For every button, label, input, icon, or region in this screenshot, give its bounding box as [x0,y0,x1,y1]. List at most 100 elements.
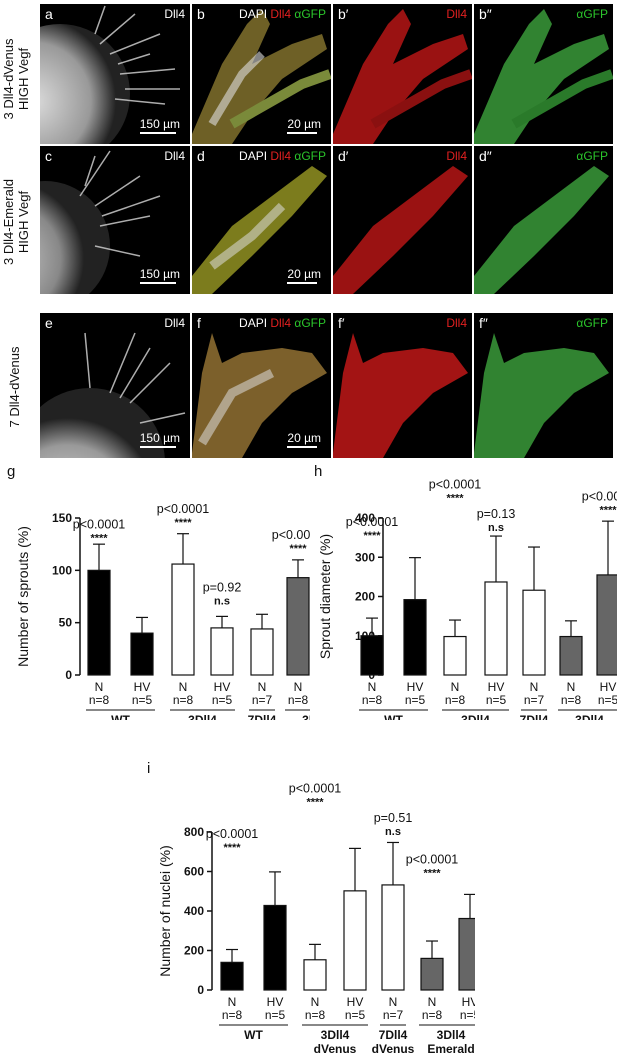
bar-condition-label: HV [347,995,364,1009]
dll4-image [333,9,472,144]
panel-f-dprime: f″ αGFP [474,313,613,458]
merge-image [192,9,331,144]
p-value-label: p=0.92 [203,580,242,594]
p-value-label: p<0.0001 [582,489,617,503]
chart-letter-i: i [147,760,151,777]
bar [343,890,367,991]
scale-label: 20 µm [287,267,321,281]
gfp-label: αGFP [291,149,326,163]
bar-condition-label: N [530,680,539,694]
group-label: WT [111,713,130,720]
significance-label: **** [306,797,324,809]
group-label: 7Dll4 [248,713,277,720]
bar [130,632,154,676]
bar-n-label: n=5 [212,693,233,707]
scale-bar: 150 µm [139,431,180,448]
y-tick-label: 50 [59,616,73,630]
bar [559,635,583,676]
bar-n-label: n=8 [445,693,466,707]
bar-n-label: n=5 [405,693,426,707]
y-axis-label: Number of nuclei (%) [157,845,173,977]
group-label: 3Dll4 [461,713,490,720]
row-label-2-line1: 3 Dll4-Emerald [1,179,16,265]
panel-letter: f′ [338,315,345,331]
panel-letter: a [45,6,53,22]
group-label: dVenus [372,1042,415,1056]
bar [458,917,475,991]
panel-letter: e [45,315,53,331]
bar [403,599,427,676]
chart-letter-h: h [314,463,323,480]
bar [522,589,546,676]
bar [263,904,287,991]
bar [210,627,234,676]
bar-condition-label: HV [134,680,151,694]
bar [596,574,617,676]
significance-label: **** [289,543,307,555]
group-label: 7Dll4 [379,1028,408,1042]
panel-letter: d″ [479,148,492,164]
bar-n-label: n=8 [222,1008,243,1022]
bar-n-label: n=8 [422,1008,443,1022]
bar-condition-label: HV [462,995,475,1009]
group-label: 3Dll4 [575,713,604,720]
significance-label: n.s [488,522,504,534]
p-value-label: p<0.0001 [73,517,126,531]
bar-condition-label: N [428,995,437,1009]
y-tick-label: 600 [184,865,204,879]
gfp-label: αGFP [291,7,326,21]
group-label: Emerald [427,1042,474,1056]
panel-d-dprime: d″ αGFP [474,146,613,294]
panel-title: Dll4 [164,316,185,330]
dll4-image [333,333,468,458]
row-label-1-line1: 3 Dll4-dVenus [1,38,16,120]
y-axis-label: Number of sprouts (%) [15,526,31,667]
panel-c: c Dll4 150 µm [40,146,190,294]
scale-label: 20 µm [287,117,321,131]
bar-condition-label: N [95,680,104,694]
group-label: dVenus [314,1042,357,1056]
bar-condition-label: N [258,680,267,694]
significance-label: **** [446,493,464,505]
bar [286,577,310,676]
panel-title: αGFP [576,7,608,21]
group-label: 3Dll4 [321,1028,350,1042]
bar [220,961,244,991]
y-tick-label: 300 [355,550,375,564]
dapi-label: DAPI [239,7,271,21]
bar-n-label: n=5 [486,693,507,707]
panel-title: αGFP [576,316,608,330]
bar [381,884,405,991]
y-tick-label: 200 [184,944,204,958]
bar-n-label: n=8 [362,693,383,707]
panel-letter: b [197,6,205,22]
scale-bar: 20 µm [287,117,321,134]
dll4-label: Dll4 [270,149,292,163]
panel-d: d DAPI Dll4 αGFP 20 µm [192,146,331,294]
row-label-2-line2: HIGH Vegf [16,190,31,254]
scale-bar: 20 µm [287,431,321,448]
scale-label: 20 µm [287,431,321,445]
significance-label: **** [223,842,241,854]
sphere-image [40,150,161,294]
dapi-label: DAPI [239,149,271,163]
sphere-image [40,332,186,458]
group-label: 7Dll4 [520,713,549,720]
y-tick-label: 800 [184,825,204,839]
bar [484,581,508,676]
group-label: 3Dll4 [302,713,310,720]
significance-label: n.s [385,826,401,838]
significance-label: **** [363,530,381,542]
panel-letter: b′ [338,6,349,22]
bar-n-label: n=5 [132,693,153,707]
p-value-label: p=0.13 [477,507,516,521]
panel-e: e Dll4 150 µm [40,313,190,458]
panel-b-prime: b′ Dll4 [333,4,472,144]
group-label: WT [244,1028,263,1042]
bar-n-label: n=5 [598,693,617,707]
panel-letter: f″ [479,315,488,331]
bar-n-label: n=5 [265,1008,286,1022]
panel-title: DAPI Dll4 αGFP [239,149,326,163]
bar-n-label: n=8 [173,693,194,707]
